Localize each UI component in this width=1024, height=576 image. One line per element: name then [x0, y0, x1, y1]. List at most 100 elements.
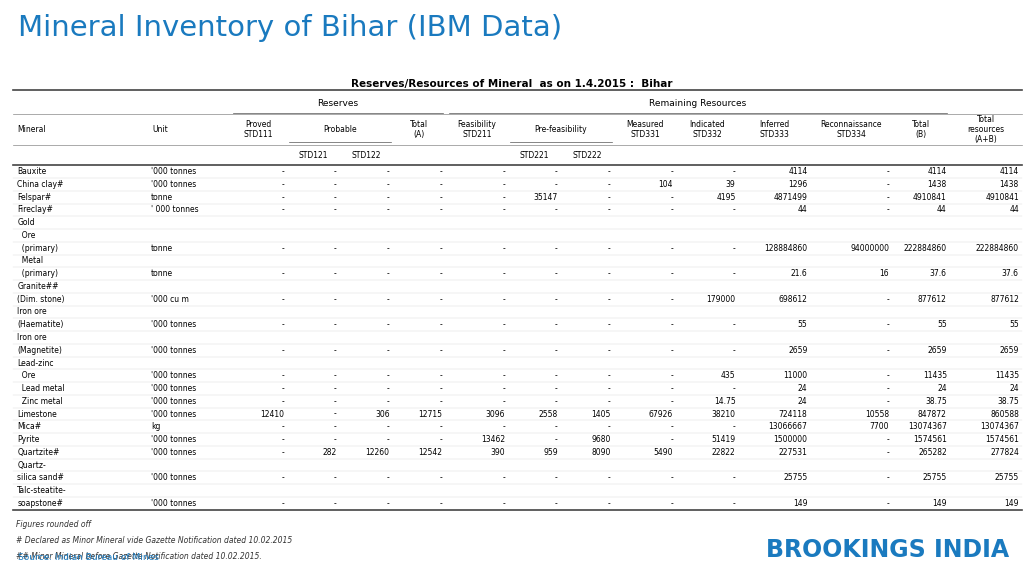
Text: 222884860: 222884860: [904, 244, 947, 253]
Text: Inferred
STD333: Inferred STD333: [760, 120, 790, 139]
Text: -: -: [608, 295, 610, 304]
Text: -: -: [387, 320, 390, 329]
Text: 55: 55: [798, 320, 808, 329]
Text: Measured
STD331: Measured STD331: [626, 120, 664, 139]
Text: ' 000 tonnes: ' 000 tonnes: [151, 206, 199, 214]
Text: -: -: [608, 180, 610, 189]
Text: Reserves: Reserves: [317, 98, 358, 108]
Text: 39: 39: [726, 180, 735, 189]
Text: -: -: [671, 346, 673, 355]
Text: 179000: 179000: [707, 295, 735, 304]
Text: -: -: [387, 244, 390, 253]
Text: -: -: [282, 180, 284, 189]
Text: -: -: [387, 269, 390, 278]
Text: (Haematite): (Haematite): [17, 320, 63, 329]
Text: -: -: [502, 167, 505, 176]
Text: 67926: 67926: [649, 410, 673, 419]
Text: -: -: [282, 269, 284, 278]
Text: -: -: [387, 384, 390, 393]
Text: STD122: STD122: [351, 150, 381, 160]
Text: '000 tonnes: '000 tonnes: [151, 435, 197, 444]
Text: -: -: [555, 320, 558, 329]
Text: -: -: [555, 180, 558, 189]
Text: (primary): (primary): [17, 244, 58, 253]
Text: -: -: [671, 206, 673, 214]
Text: 149: 149: [932, 499, 947, 508]
Text: 227531: 227531: [778, 448, 808, 457]
Text: -: -: [887, 192, 889, 202]
Text: -: -: [282, 346, 284, 355]
Text: Total
(B): Total (B): [912, 120, 930, 139]
Text: Iron ore: Iron ore: [17, 333, 47, 342]
Text: Reserves/Resources of Mineral  as on 1.4.2015 :  Bihar: Reserves/Resources of Mineral as on 1.4.…: [351, 79, 673, 89]
Text: -: -: [282, 320, 284, 329]
Text: -: -: [387, 435, 390, 444]
Text: -: -: [502, 320, 505, 329]
Text: Figures rounded off: Figures rounded off: [16, 520, 91, 529]
Text: Unit: Unit: [152, 125, 168, 134]
Text: soapstone#: soapstone#: [17, 499, 63, 508]
Text: -: -: [608, 167, 610, 176]
Text: 149: 149: [1005, 499, 1019, 508]
Text: Fireclay#: Fireclay#: [17, 206, 53, 214]
Text: -: -: [282, 295, 284, 304]
Text: -: -: [502, 473, 505, 482]
Text: Quartz-: Quartz-: [17, 461, 46, 469]
Text: 1574561: 1574561: [985, 435, 1019, 444]
Text: -: -: [733, 206, 735, 214]
Text: -: -: [555, 473, 558, 482]
Text: -: -: [387, 499, 390, 508]
Text: -: -: [334, 167, 337, 176]
Text: '000 tonnes: '000 tonnes: [151, 346, 197, 355]
Text: 149: 149: [793, 499, 808, 508]
Text: 44: 44: [937, 206, 947, 214]
Text: '000 tonnes: '000 tonnes: [151, 473, 197, 482]
Text: -: -: [439, 167, 442, 176]
Text: 2558: 2558: [539, 410, 558, 419]
Text: -: -: [334, 269, 337, 278]
Text: 1405: 1405: [591, 410, 610, 419]
Text: -: -: [887, 346, 889, 355]
Text: -: -: [334, 499, 337, 508]
Text: -: -: [887, 295, 889, 304]
Text: -: -: [608, 473, 610, 482]
Text: -: -: [555, 346, 558, 355]
Text: (Magnetite): (Magnetite): [17, 346, 62, 355]
Text: 12715: 12715: [419, 410, 442, 419]
Text: -: -: [608, 192, 610, 202]
Text: -: -: [439, 435, 442, 444]
Text: -: -: [887, 384, 889, 393]
Text: 11435: 11435: [923, 372, 947, 380]
Text: -: -: [555, 295, 558, 304]
Text: 14.75: 14.75: [714, 397, 735, 406]
Text: 13066667: 13066667: [769, 422, 808, 431]
Text: 8090: 8090: [591, 448, 610, 457]
Text: -: -: [387, 295, 390, 304]
Text: 94000000: 94000000: [850, 244, 889, 253]
Text: Mica#: Mica#: [17, 422, 42, 431]
Text: 24: 24: [1010, 384, 1019, 393]
Text: -: -: [671, 192, 673, 202]
Text: 25755: 25755: [923, 473, 947, 482]
Text: 1438: 1438: [928, 180, 947, 189]
Text: -: -: [671, 269, 673, 278]
Text: -: -: [608, 346, 610, 355]
Text: Remaining Resources: Remaining Resources: [649, 98, 746, 108]
Text: -: -: [439, 372, 442, 380]
Text: -: -: [502, 269, 505, 278]
Text: 7700: 7700: [869, 422, 889, 431]
Text: -: -: [439, 384, 442, 393]
Text: -: -: [608, 499, 610, 508]
Text: -: -: [502, 422, 505, 431]
Text: Probable: Probable: [324, 125, 356, 134]
Text: ## Minor Mineral before Gazette Notification dated 10.02.2015.: ## Minor Mineral before Gazette Notifica…: [16, 552, 262, 562]
Text: Indicated
STD332: Indicated STD332: [689, 120, 725, 139]
Text: 22822: 22822: [712, 448, 735, 457]
Text: -: -: [887, 206, 889, 214]
Text: -: -: [439, 397, 442, 406]
Text: -: -: [334, 206, 337, 214]
Text: 37.6: 37.6: [1001, 269, 1019, 278]
Text: '000 tonnes: '000 tonnes: [151, 180, 197, 189]
Text: -: -: [608, 422, 610, 431]
Text: 104: 104: [658, 180, 673, 189]
